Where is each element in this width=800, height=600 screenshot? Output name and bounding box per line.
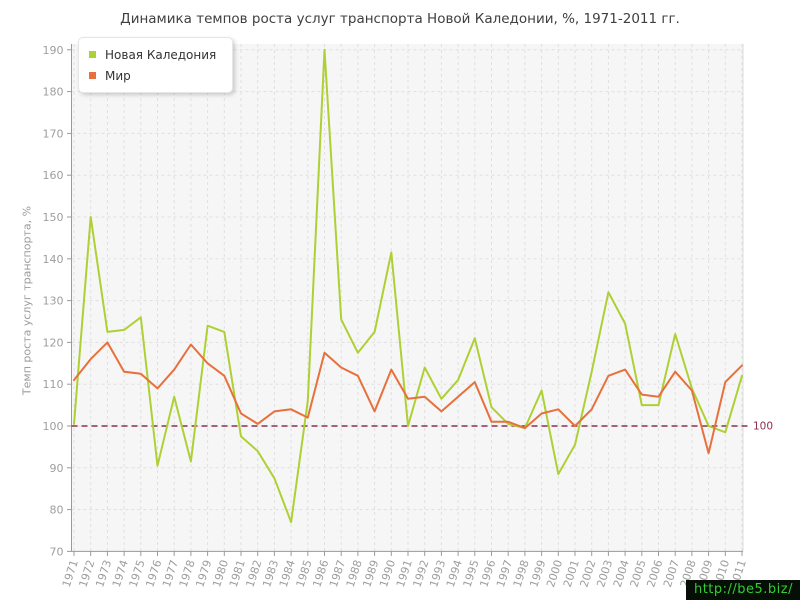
svg-text:120: 120 — [43, 336, 64, 349]
legend-item-novaya-kaledoniya[interactable]: Новая Каледония — [89, 44, 216, 65]
legend-item-mir[interactable]: Мир — [89, 65, 216, 86]
series-line-novaya-kaledoniya — [73, 48, 743, 524]
svg-text:160: 160 — [43, 169, 64, 182]
svg-text:110: 110 — [43, 378, 64, 391]
plot-area — [71, 44, 743, 552]
svg-text:170: 170 — [43, 127, 64, 140]
svg-text:70: 70 — [50, 545, 64, 558]
legend-swatch-mir-icon — [89, 72, 96, 79]
legend-label-novaya-kaledoniya: Новая Каледония — [105, 47, 217, 62]
reference-line-label: 100 — [753, 421, 773, 433]
watermark-link[interactable]: http://be5.biz/ — [685, 580, 800, 600]
legend: Новая Каледония Мир — [78, 37, 234, 93]
svg-text:140: 140 — [43, 253, 64, 266]
svg-text:130: 130 — [43, 295, 64, 308]
svg-text:80: 80 — [50, 504, 64, 517]
svg-text:100: 100 — [43, 420, 64, 433]
y-axis-labels: 70 80 90 100 110 120 130 140 150 160 170 180 190 — [43, 44, 72, 558]
x-axis-labels: 1971197219731974197519761977197819791980… — [60, 551, 749, 589]
svg-text:90: 90 — [50, 462, 64, 475]
svg-text:180: 180 — [43, 86, 64, 99]
legend-swatch-novaya-kaledoniya-icon — [89, 51, 96, 58]
legend-label-mir: Мир — [105, 68, 131, 83]
svg-text:190: 190 — [43, 44, 64, 57]
chart-title: Динамика темпов роста услуг транспорта Н… — [120, 11, 680, 27]
series-line-mir — [73, 341, 743, 455]
svg-text:150: 150 — [43, 211, 64, 224]
gridlines — [71, 44, 743, 552]
